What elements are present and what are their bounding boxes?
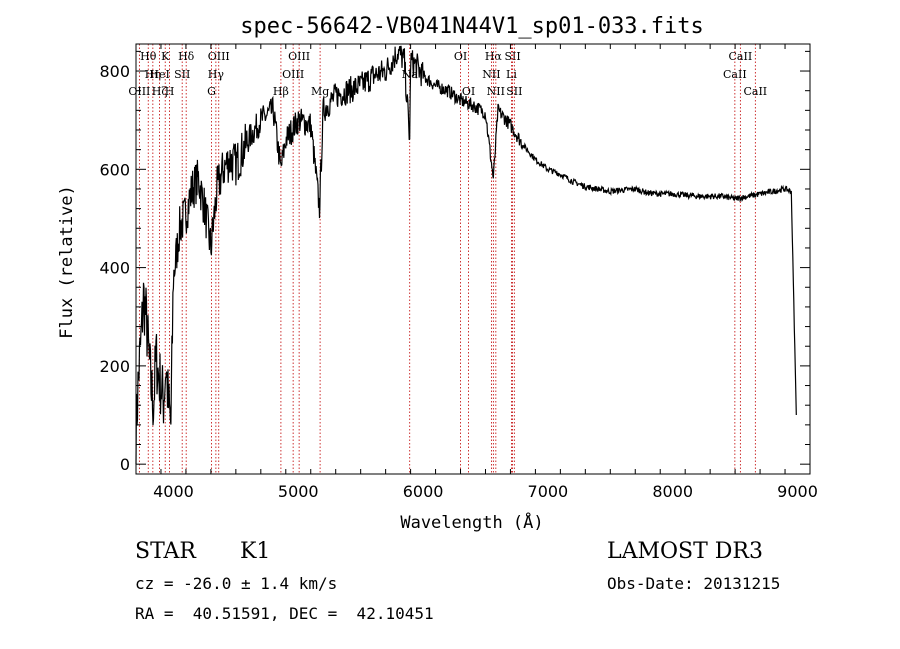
- line-marker-label: K: [161, 50, 170, 63]
- line-marker-label: H: [165, 85, 175, 98]
- line-marker-label: Hγ: [208, 68, 225, 81]
- line-marker-label: Li: [506, 68, 517, 81]
- object-subclass: K1: [240, 539, 271, 564]
- x-tick-label: 5000: [278, 482, 319, 501]
- line-marker-label: CaII: [743, 85, 767, 98]
- line-marker-label: HeI: [149, 68, 169, 81]
- x-tick-label: 8000: [652, 482, 693, 501]
- line-marker-label: Hθ: [140, 50, 157, 63]
- x-tick-label: 4000: [153, 482, 194, 501]
- plot-frame: [135, 43, 811, 475]
- chart-title: spec-56642-VB041N44V1_sp01-033.fits: [240, 14, 704, 39]
- x-axis-label: Wavelength (Å): [400, 511, 543, 533]
- line-marker-label: Hα: [485, 50, 503, 63]
- x-tick-label: 7000: [528, 482, 569, 501]
- line-marker-label: Hζ: [152, 85, 168, 98]
- line-marker-label: OI: [462, 85, 475, 98]
- line-marker-label: OIII: [282, 68, 304, 81]
- line-marker-label: Hη: [145, 68, 161, 81]
- spectrum-line: [135, 45, 797, 465]
- y-tick-label: 800: [99, 62, 130, 81]
- line-marker-label: NII: [482, 68, 500, 81]
- line-marker-label: NII: [487, 85, 505, 98]
- line-marker-label: OIII: [288, 50, 310, 63]
- observation-date: Obs-Date: 20131215: [607, 574, 781, 593]
- line-marker-label: OI: [454, 50, 467, 63]
- y-tick-label: 0: [120, 455, 130, 474]
- y-tick-label: 400: [99, 259, 130, 278]
- x-tick-label: 6000: [403, 482, 444, 501]
- survey-name: LAMOST DR3: [607, 539, 763, 564]
- line-marker-label: Hδ: [178, 50, 195, 63]
- line-marker-label: Mg: [311, 85, 329, 98]
- line-marker-label: CaII: [723, 68, 747, 81]
- line-marker-label: CaII: [729, 50, 753, 63]
- line-marker-label: SII: [504, 50, 520, 63]
- line-marker-label: Hβ: [273, 85, 289, 98]
- line-marker-label: OIII: [128, 85, 150, 98]
- y-tick-label: 200: [99, 357, 130, 376]
- y-tick-label: 600: [99, 160, 130, 179]
- y-axis-label: Flux (relative): [57, 185, 77, 339]
- line-marker-label: G: [207, 85, 216, 98]
- object-class: STAR: [135, 539, 196, 564]
- line-marker-label: OIII: [208, 50, 230, 63]
- coordinates: RA = 40.51591, DEC = 42.10451: [135, 604, 434, 623]
- redshift-velocity: cz = -26.0 ± 1.4 km/s: [135, 574, 338, 593]
- plot-axes: 4000 5000 6000 7000 8000 9000 0 200 400 600 800: [99, 43, 818, 501]
- line-marker-label: SII: [506, 85, 522, 98]
- line-marker-label: SII: [174, 68, 190, 81]
- x-tick-label: 9000: [777, 482, 818, 501]
